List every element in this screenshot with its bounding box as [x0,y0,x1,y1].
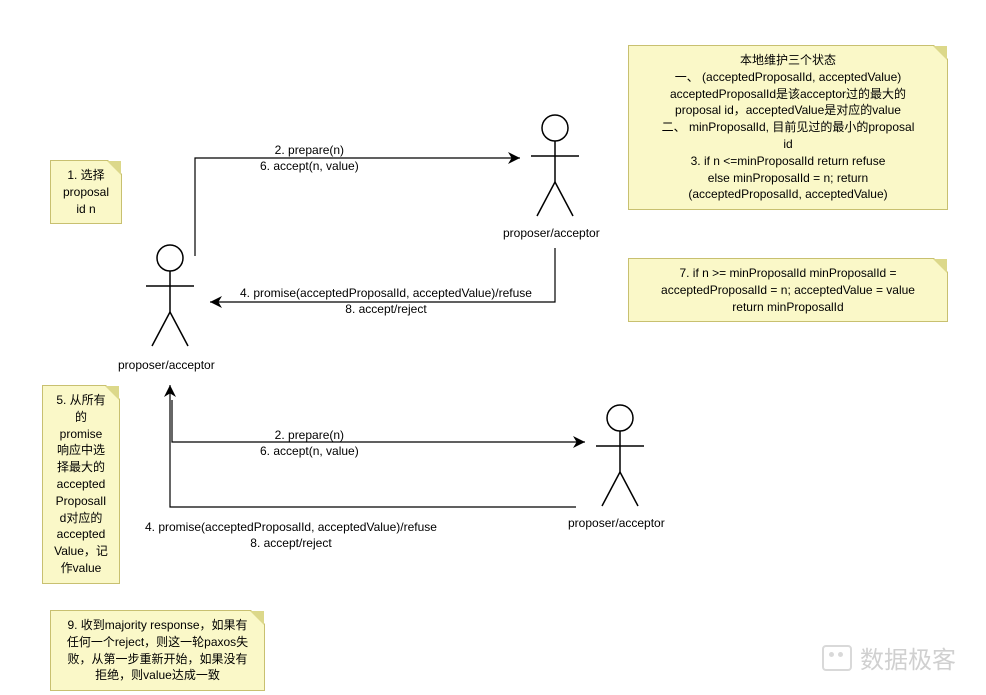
note-9-l0: 9. 收到majority response，如果有 [67,618,247,632]
note-5-l9: Value，记 [54,544,108,558]
edge-from-bot [170,385,576,507]
actor-top [531,115,579,216]
note-top-l8: (acceptedProposalId, acceptedValue) [688,187,887,201]
edge-to-bot [172,400,585,442]
e-bot-in-l0: 4. promise(acceptedProposalId, acceptedV… [145,520,437,534]
e-top-in-l1: 8. accept/reject [345,302,426,316]
note-5-l7: d对应的 [60,511,103,525]
note-top: 本地维护三个状态 一、 (acceptedProposalId, accepte… [628,45,948,210]
note-5-l3: 响应中选 [57,443,105,457]
note-5-l8: accepted [57,527,106,541]
note-1-line1: proposal [63,185,109,199]
actor-left-label: proposer/acceptor [118,358,215,372]
note-7-l2: return minProposalId [732,300,843,314]
note-top-l4: 二、 minProposalId, 目前见过的最小的proposal [662,120,915,134]
note-5-l0: 5. 从所有 [56,393,105,407]
note-top-l1: 一、 (acceptedProposalId, acceptedValue) [675,70,902,84]
e-top-out-l0: 2. prepare(n) [275,143,344,157]
note-top-l6: 3. if n <=minProposalId return refuse [691,154,886,168]
watermark: 数据极客 [822,640,956,675]
watermark-text: 数据极客 [860,640,956,675]
wechat-icon [822,645,852,671]
e-bot-out-l1: 6. accept(n, value) [260,444,359,458]
note-top-l7: else minProposalId = n; return [708,171,868,185]
actor-top-label: proposer/acceptor [503,226,600,240]
actor-left [146,245,194,346]
note-5-l2: promise [60,427,103,441]
note-9: 9. 收到majority response，如果有 任何一个reject，则这… [50,610,265,691]
note-top-l2: acceptedProposalId是该acceptor过的最大的 [670,87,906,101]
e-bot-out-l0: 2. prepare(n) [275,428,344,442]
edge-top-in-label: 4. promise(acceptedProposalId, acceptedV… [240,286,532,317]
e-top-in-l0: 4. promise(acceptedProposalId, acceptedV… [240,286,532,300]
note-7-l1: acceptedProposalId = n; acceptedValue = … [661,283,915,297]
edge-bot-out-label: 2. prepare(n) 6. accept(n, value) [260,428,359,459]
note-top-l0: 本地维护三个状态 [740,53,836,67]
note-top-l5: id [783,137,792,151]
note-5-l5: accepted [57,477,106,491]
note-1-line2: id n [76,202,95,216]
note-7-l0: 7. if n >= minProposalId minProposalId = [679,266,896,280]
note-9-l2: 败，从第一步重新开始，如果没有 [67,652,247,666]
note-1: 1. 选择 proposal id n [50,160,122,224]
edge-bot-in-label: 4. promise(acceptedProposalId, acceptedV… [145,520,437,551]
e-bot-in-l1: 8. accept/reject [250,536,331,550]
note-9-l1: 任何一个reject，则这一轮paxos失 [67,635,248,649]
note-5-l4: 择最大的 [57,460,105,474]
note-5-l6: ProposalI [56,494,107,508]
note-5: 5. 从所有 的 promise 响应中选 择最大的 accepted Prop… [42,385,120,584]
note-1-line0: 1. 选择 [67,168,104,182]
actor-bot [596,405,644,506]
edge-top-out-label: 2. prepare(n) 6. accept(n, value) [260,143,359,174]
note-5-l10: 作value [61,561,102,575]
actor-bot-label: proposer/acceptor [568,516,665,530]
e-top-out-l1: 6. accept(n, value) [260,159,359,173]
note-7: 7. if n >= minProposalId minProposalId =… [628,258,948,322]
note-5-l1: 的 [75,410,87,424]
note-top-l3: proposal id，acceptedValue是对应的value [675,103,901,117]
note-9-l3: 拒绝，则value达成一致 [95,668,220,682]
